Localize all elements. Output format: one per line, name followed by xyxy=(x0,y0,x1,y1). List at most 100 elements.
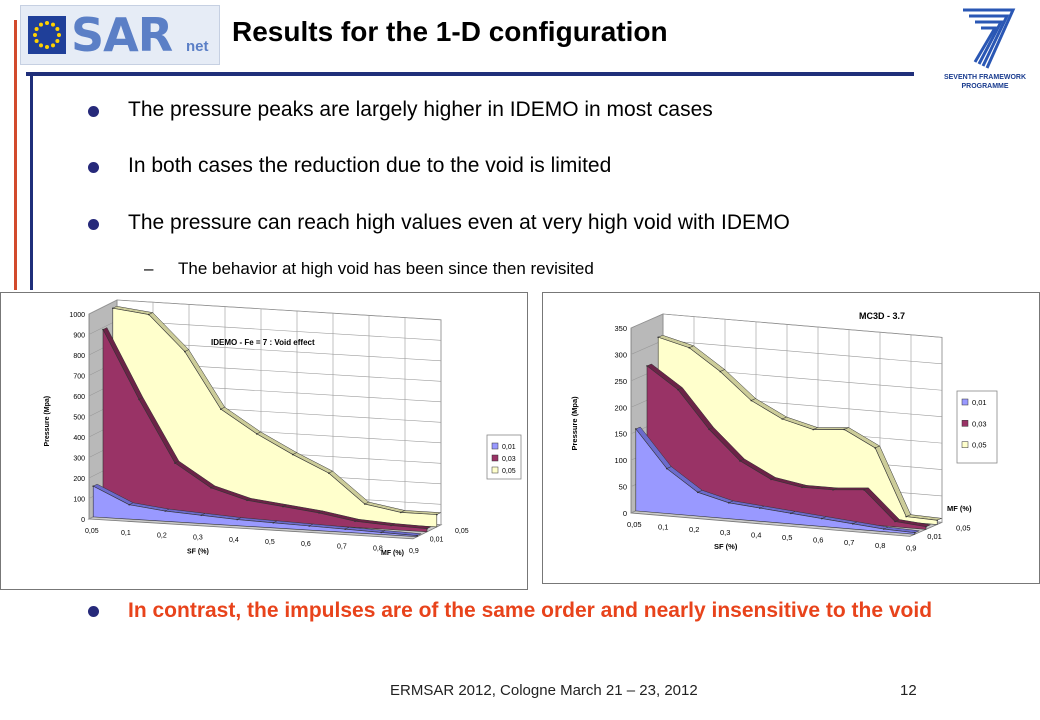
z-axis-label: MF (%) xyxy=(947,504,972,513)
chart-gridline xyxy=(662,340,943,365)
data-point xyxy=(164,510,166,512)
data-point xyxy=(863,489,865,491)
data-point xyxy=(812,428,814,431)
fp7-seven-icon xyxy=(963,8,1016,69)
legend-swatch xyxy=(491,442,499,450)
data-point xyxy=(894,520,896,523)
title-rule xyxy=(26,72,914,76)
x-tick-label: 0,7 xyxy=(337,543,347,550)
data-point xyxy=(210,487,212,489)
y-tick-label: 100 xyxy=(614,456,627,465)
data-point xyxy=(184,350,186,353)
data-point xyxy=(102,328,104,331)
y-tick-label: 600 xyxy=(73,394,85,401)
bullet-item: In both cases the reduction due to the v… xyxy=(88,154,1028,180)
x-tick-label: 0,3 xyxy=(193,535,203,542)
data-point xyxy=(781,418,783,420)
bullet-text: In both cases the reduction due to the v… xyxy=(128,154,612,177)
x-tick-label: 0,9 xyxy=(409,548,419,555)
series-0-01 xyxy=(635,426,921,535)
y-tick-label: 1000 xyxy=(69,312,85,319)
data-point xyxy=(354,520,356,523)
y-tick-label: 0 xyxy=(623,509,627,518)
data-point xyxy=(436,513,438,516)
x-axis-label: SF (%) xyxy=(714,542,738,551)
y-tick-label: 300 xyxy=(73,456,85,463)
y-tick-label: 0 xyxy=(81,517,85,524)
x-tick-label: 0,6 xyxy=(301,541,311,548)
data-point xyxy=(688,346,690,349)
bullet-text: The pressure can reach high values even … xyxy=(128,211,790,234)
x-axis-label: SF (%) xyxy=(187,549,209,556)
data-point xyxy=(759,507,761,509)
data-point xyxy=(328,472,330,474)
z-tick-label: 0,05 xyxy=(455,528,469,535)
sub-bullet-text: The behavior at high void has been since… xyxy=(178,259,594,278)
data-point xyxy=(832,489,834,491)
data-point xyxy=(914,531,916,534)
highlight-bullet: In contrast, the impulses are of the sam… xyxy=(88,598,1028,652)
legend-swatch xyxy=(961,398,969,406)
legend-label: 0,05 xyxy=(502,468,516,475)
chart-legend: 0,01 0,03 0,05 xyxy=(956,390,998,464)
data-point xyxy=(174,462,176,464)
data-point xyxy=(308,525,311,527)
y-tick-label: 100 xyxy=(73,497,85,504)
z-tick-label: 0,05 xyxy=(956,523,971,532)
y-tick-label: 900 xyxy=(73,333,85,340)
data-point xyxy=(936,519,938,522)
legend-swatch xyxy=(961,420,969,427)
chart-gridline xyxy=(116,320,442,341)
data-point xyxy=(400,511,402,514)
legend-label: 0,01 xyxy=(972,398,987,407)
legend-label: 0,03 xyxy=(502,456,516,463)
eu-flag-icon xyxy=(28,16,66,54)
x-tick-label: 0,7 xyxy=(844,538,854,547)
z-axis-label: MF (%) xyxy=(381,550,404,557)
legend-label: 0,05 xyxy=(972,441,987,450)
legend-label: 0,01 xyxy=(502,444,516,451)
x-tick-label: 0,2 xyxy=(157,532,167,539)
data-point xyxy=(426,527,428,530)
data-point xyxy=(246,499,248,502)
x-tick-label: 0,9 xyxy=(906,543,916,552)
data-point xyxy=(272,521,275,524)
data-point xyxy=(635,428,637,430)
y-axis-label: Pressure (Mpa) xyxy=(570,396,579,451)
x-tick-label: 0,05 xyxy=(627,520,642,529)
bullet-dot-icon xyxy=(88,162,99,173)
data-point xyxy=(380,531,383,534)
data-point xyxy=(883,528,885,530)
y-tick-label: 700 xyxy=(73,374,85,381)
y-tick-label: 300 xyxy=(614,350,627,359)
chart-gridline xyxy=(88,320,118,335)
data-point xyxy=(318,512,320,514)
chart-title: MC3D - 3.7 xyxy=(859,311,905,321)
chart-gridline xyxy=(662,313,943,338)
data-point xyxy=(677,388,679,391)
legend-label: 0,03 xyxy=(972,419,987,428)
highlight-text: In contrast, the impulses are of the sam… xyxy=(128,599,933,622)
data-point xyxy=(708,428,710,431)
sarnet-logo-text: SAR xyxy=(71,8,173,62)
sarnet-logo: SAR net xyxy=(20,5,220,65)
data-point xyxy=(790,512,792,515)
x-tick-label: 0,2 xyxy=(689,525,699,534)
chart-mc3d: 0 50 100 150 200 250 300 350 0,05 0,1 0,2 0,3 0,4 0,5… xyxy=(542,292,1040,584)
series-0-03 xyxy=(102,327,432,533)
series-0-03 xyxy=(646,363,932,530)
data-point xyxy=(739,460,741,462)
chart-gridline xyxy=(630,340,664,355)
chart-gridline xyxy=(630,313,664,329)
data-point xyxy=(770,478,772,481)
bullet-dot-icon xyxy=(88,106,99,117)
data-point xyxy=(92,485,94,487)
left-blue-rule xyxy=(30,76,33,290)
y-tick-label: 800 xyxy=(73,353,85,360)
sub-bullet-dash: – xyxy=(144,259,154,278)
x-tick-label: 0,4 xyxy=(229,537,239,544)
y-tick-label: 350 xyxy=(614,324,627,333)
legend-swatch xyxy=(491,454,499,462)
x-tick-label: 0,6 xyxy=(813,536,823,545)
data-point xyxy=(905,515,907,518)
